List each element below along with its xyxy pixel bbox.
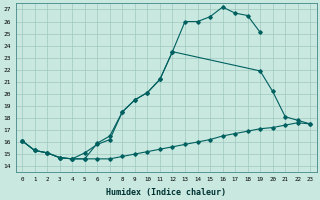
X-axis label: Humidex (Indice chaleur): Humidex (Indice chaleur) (106, 188, 226, 197)
